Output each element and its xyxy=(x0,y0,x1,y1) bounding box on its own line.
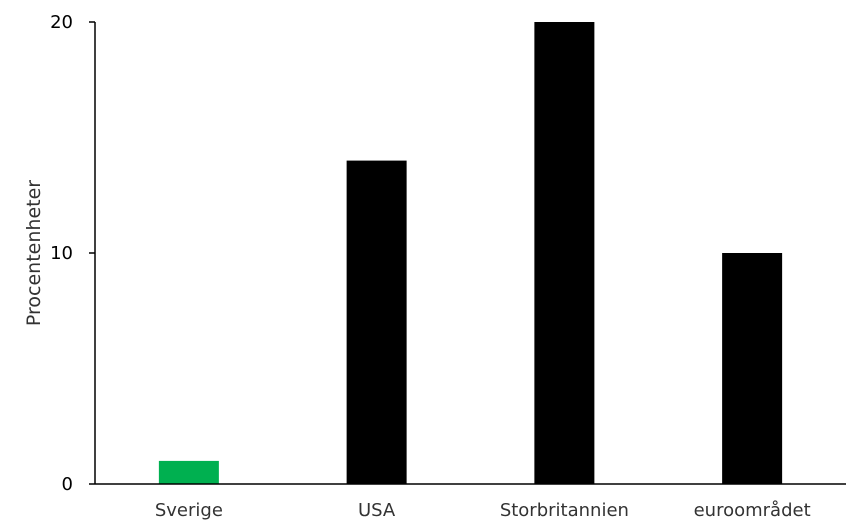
x-category-label: USA xyxy=(358,500,396,521)
bar-usa xyxy=(346,160,407,484)
x-category-label: euroområdet xyxy=(694,500,811,521)
bars xyxy=(158,22,783,484)
bar-euroområdet xyxy=(722,253,783,484)
y-tick-label: 10 xyxy=(50,243,73,264)
y-tick-label: 0 xyxy=(62,474,73,495)
y-tick-label: 20 xyxy=(50,12,73,33)
x-category-label: Sverige xyxy=(155,500,223,521)
x-axis-category-labels: Sverige USA Storbritannien euroområdet xyxy=(155,500,811,521)
y-axis-ticks: 0 10 20 xyxy=(50,12,95,495)
bar-storbritannien xyxy=(534,22,595,484)
x-category-label: Storbritannien xyxy=(500,500,629,521)
bar-sverige xyxy=(158,460,219,484)
y-axis-title: Procentenheter xyxy=(23,180,45,326)
